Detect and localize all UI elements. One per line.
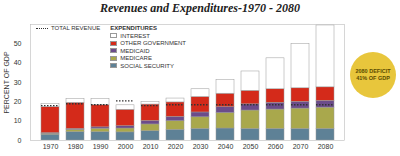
html-text:MEDICARE: MEDICARE — [120, 55, 152, 61]
svg-text:10: 10 — [14, 117, 22, 124]
svg-text:40: 40 — [14, 59, 22, 66]
html-text:2080 DEFICIT: 2080 DEFICIT — [355, 68, 391, 74]
svg-text:2010: 2010 — [143, 143, 159, 150]
html-text:41% OF GDP: 41% OF GDP — [356, 75, 390, 81]
svg-text:1990: 1990 — [93, 143, 109, 150]
html-text:Revenues and Expenditures-1970: Revenues and Expenditures-1970 - 2080 — [100, 1, 300, 15]
svg-text:1970: 1970 — [43, 143, 59, 150]
svg-text:1980: 1980 — [68, 143, 84, 150]
html-text:SOCIAL SECURITY: SOCIAL SECURITY — [120, 62, 174, 69]
svg-text:PERCENT OF GDP: PERCENT OF GDP — [3, 51, 10, 113]
svg-text:2020: 2020 — [168, 143, 184, 150]
html-text:TOTAL REVENUE: TOTAL REVENUE — [51, 25, 101, 31]
svg-text:20: 20 — [14, 98, 22, 105]
svg-text:2050: 2050 — [243, 143, 259, 150]
svg-text:2040: 2040 — [218, 143, 234, 150]
html-text:OTHER GOVERNMENT: OTHER GOVERNMENT — [120, 40, 186, 46]
svg-text:2030: 2030 — [193, 143, 209, 150]
html-text:MEDICAID: MEDICAID — [120, 47, 150, 54]
svg-text:2060: 2060 — [268, 143, 284, 150]
svg-text:2070: 2070 — [293, 143, 309, 150]
svg-text:2000: 2000 — [118, 143, 134, 150]
svg-text:30: 30 — [14, 79, 22, 86]
svg-text:0: 0 — [18, 137, 22, 144]
html-text:EXPENDITURES: EXPENDITURES — [110, 25, 157, 31]
html-text:INTEREST: INTEREST — [120, 32, 150, 39]
svg-text:50: 50 — [14, 40, 22, 47]
svg-text:2080: 2080 — [318, 143, 334, 150]
